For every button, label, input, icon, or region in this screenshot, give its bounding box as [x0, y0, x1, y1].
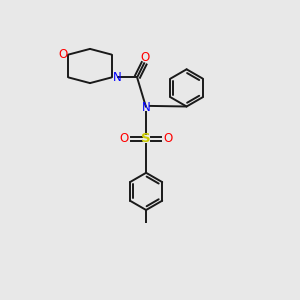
Text: O: O: [141, 51, 150, 64]
Text: N: N: [112, 71, 122, 84]
Text: O: O: [163, 132, 172, 146]
Text: S: S: [141, 132, 151, 146]
Text: O: O: [58, 48, 68, 61]
Text: N: N: [142, 101, 151, 114]
Text: O: O: [120, 132, 129, 146]
